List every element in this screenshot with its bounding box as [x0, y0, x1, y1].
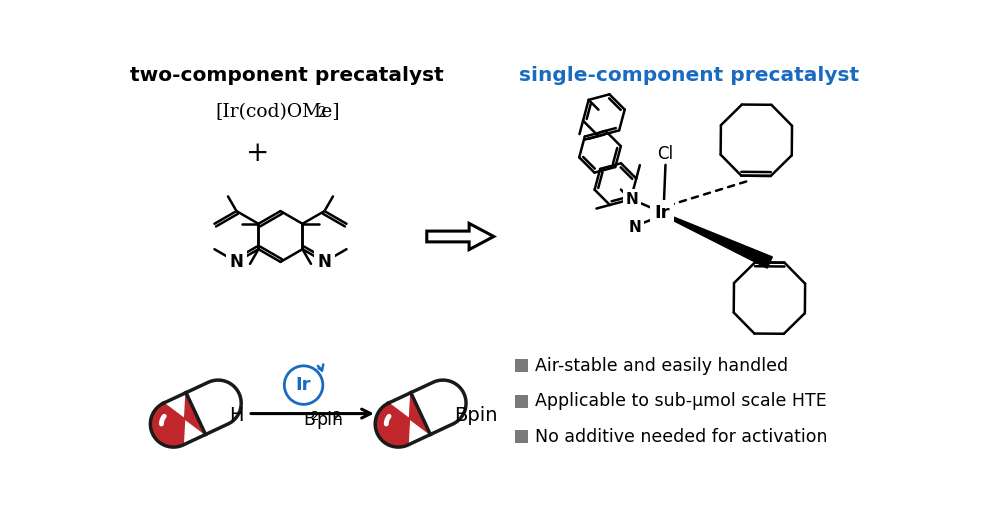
- Bar: [515, 359, 529, 373]
- Text: Bpin: Bpin: [453, 406, 497, 425]
- Polygon shape: [151, 380, 241, 447]
- Text: Air-stable and easily handled: Air-stable and easily handled: [536, 357, 789, 375]
- Text: N: N: [628, 220, 641, 235]
- Text: B: B: [304, 411, 315, 430]
- Polygon shape: [661, 212, 773, 268]
- Text: N: N: [317, 253, 331, 271]
- Text: Applicable to sub-μmol scale HTE: Applicable to sub-μmol scale HTE: [536, 392, 827, 411]
- Text: [Ir(cod)OMe]: [Ir(cod)OMe]: [215, 103, 339, 121]
- Text: N: N: [229, 253, 243, 271]
- Text: 2: 2: [317, 106, 326, 120]
- Text: 2: 2: [311, 409, 319, 423]
- Polygon shape: [375, 393, 431, 447]
- Text: No additive needed for activation: No additive needed for activation: [536, 428, 828, 446]
- Polygon shape: [151, 393, 205, 447]
- Polygon shape: [427, 223, 494, 250]
- Text: Cl: Cl: [658, 145, 674, 163]
- Text: 2: 2: [333, 409, 341, 423]
- Polygon shape: [375, 380, 466, 447]
- Bar: [515, 395, 529, 408]
- Text: H: H: [229, 406, 243, 425]
- Bar: [515, 430, 529, 443]
- Text: two-component precatalyst: two-component precatalyst: [130, 65, 443, 84]
- Text: single-component precatalyst: single-component precatalyst: [519, 65, 859, 84]
- Text: pin: pin: [315, 411, 343, 430]
- Text: Ir: Ir: [295, 376, 310, 394]
- Text: +: +: [246, 140, 269, 167]
- Text: N: N: [626, 192, 639, 207]
- Text: Ir: Ir: [654, 204, 670, 222]
